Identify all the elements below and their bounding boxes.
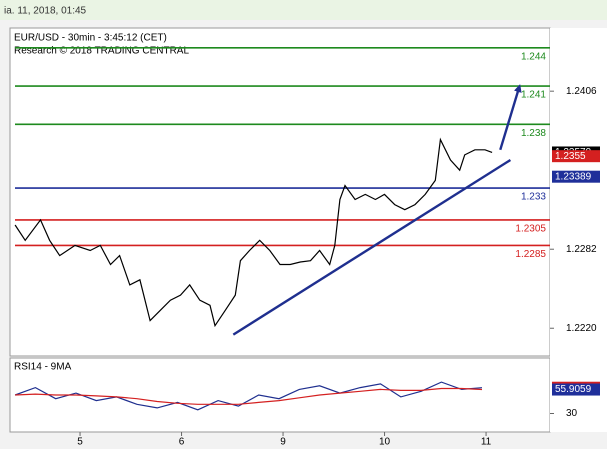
chart-subtitle: Research © 2018 TRADING CENTRAL bbox=[14, 46, 189, 57]
x-tick-label: 11 bbox=[481, 437, 492, 448]
level-label: 1.2305 bbox=[515, 224, 546, 235]
y-tick-label: 1.2220 bbox=[566, 323, 597, 334]
header-bar bbox=[0, 0, 607, 20]
price-tag-label: 1.23389 bbox=[555, 171, 592, 182]
series-line bbox=[15, 387, 483, 405]
y-tick-label: 30 bbox=[566, 408, 578, 419]
y-tick-label: 1.2282 bbox=[566, 244, 597, 255]
rsi-panel bbox=[9, 357, 551, 433]
price-tag bbox=[552, 150, 600, 163]
price-tag bbox=[552, 170, 600, 183]
price-panel bbox=[9, 27, 551, 357]
x-tick-label: 5 bbox=[77, 437, 83, 448]
chart-title: EUR/USD - 30min - 3:45:12 (CET) bbox=[14, 33, 167, 44]
value-axis bbox=[550, 28, 607, 432]
level-label: 1.244 bbox=[521, 51, 546, 62]
price-tag bbox=[552, 383, 600, 396]
level-label: 1.238 bbox=[521, 128, 546, 139]
price-tag-label: 1.2355 bbox=[555, 151, 586, 162]
x-tick-label: 10 bbox=[379, 437, 391, 448]
y-tick-label: 1.2406 bbox=[566, 86, 597, 97]
rsi-title: RSI14 - 9MA bbox=[14, 362, 72, 373]
price-tag-label: 55.9059 bbox=[555, 384, 592, 395]
timestamp: ia. 11, 2018, 01:45 bbox=[4, 6, 87, 17]
trendline bbox=[232, 158, 512, 336]
x-tick-label: 9 bbox=[280, 437, 286, 448]
level-label: 1.241 bbox=[521, 90, 546, 101]
forecast bbox=[499, 84, 522, 151]
series-line bbox=[14, 381, 483, 411]
level-label: 1.2285 bbox=[515, 249, 546, 260]
x-tick-label: 6 bbox=[179, 437, 185, 448]
level-label: 1.233 bbox=[521, 192, 546, 203]
series-line bbox=[14, 137, 493, 328]
